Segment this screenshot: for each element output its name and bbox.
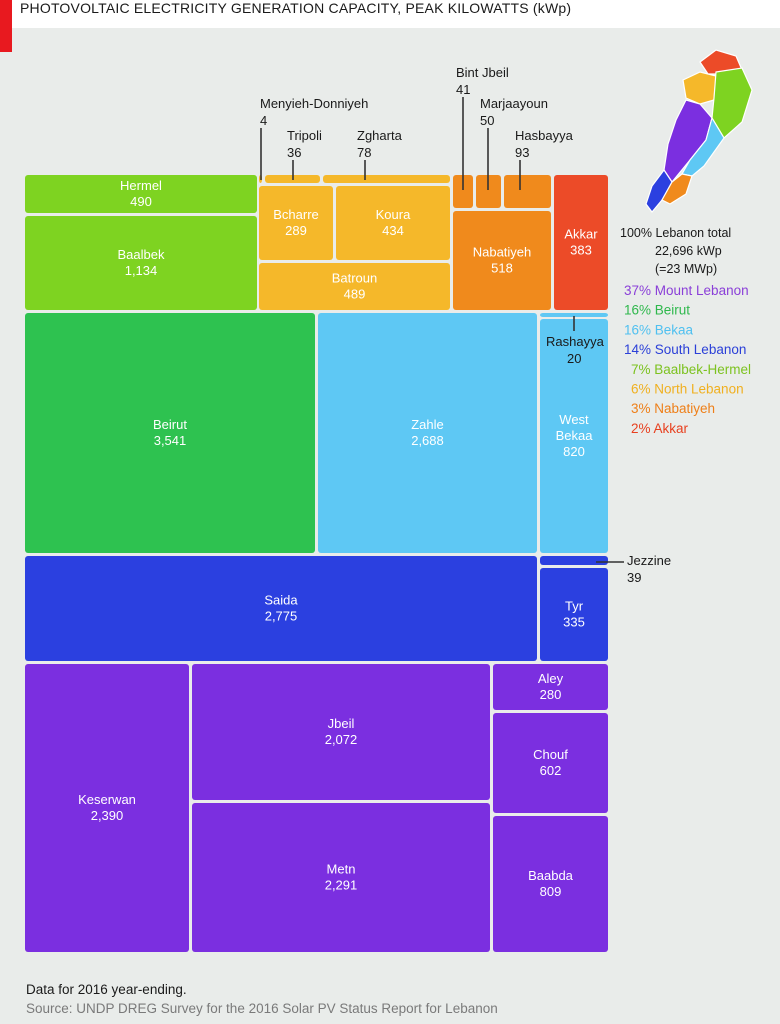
cell-keserwan[interactable] bbox=[25, 664, 189, 952]
cell-value-nabatiyeh: 518 bbox=[491, 261, 513, 276]
cell-name-baalbek: Baalbek bbox=[118, 247, 165, 262]
callout-value-tripoli: 36 bbox=[287, 145, 301, 160]
callout-name-marjaayoun: Marjaayoun bbox=[480, 96, 548, 111]
callout-name-jezzine: Jezzine bbox=[627, 553, 671, 568]
cell-value-metn: 2,291 bbox=[325, 878, 358, 893]
cell-name-keserwan: Keserwan bbox=[78, 792, 136, 807]
cell-beirut[interactable] bbox=[25, 313, 315, 553]
cell-metn[interactable] bbox=[192, 803, 490, 952]
cell-rashayya[interactable] bbox=[540, 313, 608, 317]
cell-west-bekaa[interactable] bbox=[540, 319, 608, 553]
cell-value-baabda: 809 bbox=[540, 884, 562, 899]
legend-item-akkar: 2% Akkar bbox=[631, 421, 689, 436]
cell-tyr[interactable] bbox=[540, 568, 608, 661]
cell-name-metn: Metn bbox=[327, 862, 356, 877]
legend-item-south-lebanon: 14% South Lebanon bbox=[624, 342, 746, 357]
cell-name-west-bekaa: West bbox=[559, 412, 589, 427]
map-region-3 bbox=[711, 67, 753, 139]
cell-name-chouf: Chouf bbox=[533, 747, 568, 762]
cell-value-aley: 280 bbox=[540, 687, 562, 702]
cell-aley[interactable] bbox=[493, 664, 608, 710]
cell-value-beirut: 3,541 bbox=[154, 433, 187, 448]
source-note: Source: UNDP DREG Survey for the 2016 So… bbox=[26, 1001, 498, 1016]
cell-name-jbeil: Jbeil bbox=[328, 716, 355, 731]
cell-hermel[interactable] bbox=[25, 175, 257, 213]
cell-marjaayoun[interactable] bbox=[476, 175, 501, 208]
cell-value-baalbek: 1,134 bbox=[125, 263, 158, 278]
callout-name-zgharta: Zgharta bbox=[357, 128, 403, 143]
cell-koura[interactable] bbox=[336, 186, 450, 260]
callout-name-rashayya: Rashayya bbox=[546, 334, 605, 349]
cell-name-nabatiyeh: Nabatiyeh bbox=[473, 245, 532, 260]
cell-bint-jbeil[interactable] bbox=[453, 175, 473, 208]
callout-name-menyieh-donniyeh: Menyieh-Donniyeh bbox=[260, 96, 368, 111]
cell-zahle[interactable] bbox=[318, 313, 537, 553]
cell-name-baabda: Baabda bbox=[528, 868, 574, 883]
callout-value-rashayya: 20 bbox=[567, 351, 581, 366]
legend-total-label: 100% Lebanon total bbox=[620, 226, 731, 240]
cell-akkar[interactable] bbox=[554, 175, 608, 310]
callout-name-tripoli: Tripoli bbox=[287, 128, 322, 143]
cell-zgharta[interactable] bbox=[323, 175, 450, 183]
title-accent-mark bbox=[0, 0, 12, 52]
chart-title: PHOTOVOLTAIC ELECTRICITY GENERATION CAPA… bbox=[20, 0, 572, 16]
cell-value-jbeil: 2,072 bbox=[325, 732, 358, 747]
cell-name-hermel: Hermel bbox=[120, 178, 162, 193]
cell-name-west-bekaa: Bekaa bbox=[556, 428, 594, 443]
cell-value-tyr: 335 bbox=[563, 615, 585, 630]
cell-name-tyr: Tyr bbox=[565, 599, 584, 614]
title-bar bbox=[0, 0, 780, 28]
cell-saida[interactable] bbox=[25, 556, 537, 661]
legend-item-north-lebanon: 6% North Lebanon bbox=[631, 382, 744, 397]
legend-item-nabatiyeh: 3% Nabatiyeh bbox=[631, 401, 715, 416]
cell-baalbek[interactable] bbox=[25, 216, 257, 310]
legend-item-beirut: 16% Beirut bbox=[624, 303, 690, 318]
cell-value-saida: 2,775 bbox=[265, 609, 298, 624]
cell-batroun[interactable] bbox=[259, 263, 450, 310]
cell-hasbayya[interactable] bbox=[504, 175, 551, 208]
cell-chouf[interactable] bbox=[493, 713, 608, 813]
callout-value-menyieh-donniyeh: 4 bbox=[260, 113, 267, 128]
cell-value-koura: 434 bbox=[382, 223, 404, 238]
callout-name-hasbayya: Hasbayya bbox=[515, 128, 574, 143]
legend-item-mount-lebanon: 37% Mount Lebanon bbox=[624, 283, 749, 298]
cell-bcharre[interactable] bbox=[259, 186, 333, 260]
cell-name-aley: Aley bbox=[538, 671, 564, 686]
cell-value-zahle: 2,688 bbox=[411, 433, 444, 448]
cell-name-saida: Saida bbox=[264, 593, 298, 608]
cell-nabatiyeh[interactable] bbox=[453, 211, 551, 310]
cell-value-keserwan: 2,390 bbox=[91, 808, 124, 823]
cell-name-batroun: Batroun bbox=[332, 271, 378, 286]
callout-value-zgharta: 78 bbox=[357, 145, 371, 160]
callout-value-jezzine: 39 bbox=[627, 570, 641, 585]
lebanon-map-icon bbox=[645, 49, 753, 213]
cell-value-batroun: 489 bbox=[344, 287, 366, 302]
cell-name-zahle: Zahle bbox=[411, 417, 444, 432]
map-region-7 bbox=[661, 173, 693, 205]
cell-jezzine[interactable] bbox=[540, 556, 608, 565]
callout-value-bint-jbeil: 41 bbox=[456, 82, 470, 97]
cell-baabda[interactable] bbox=[493, 816, 608, 952]
map-region-4 bbox=[663, 99, 713, 184]
cell-jbeil[interactable] bbox=[192, 664, 490, 800]
map-region-2 bbox=[682, 71, 717, 105]
cell-name-akkar: Akkar bbox=[564, 227, 598, 242]
cell-value-chouf: 602 bbox=[540, 763, 562, 778]
legend-total-mwp: (=23 MWp) bbox=[655, 262, 717, 276]
callout-value-hasbayya: 93 bbox=[515, 145, 529, 160]
footnote: Data for 2016 year-ending. bbox=[26, 982, 187, 997]
cell-name-koura: Koura bbox=[376, 207, 411, 222]
cell-value-hermel: 490 bbox=[130, 194, 152, 209]
cell-name-bcharre: Bcharre bbox=[273, 207, 319, 222]
callout-name-bint-jbeil: Bint Jbeil bbox=[456, 65, 509, 80]
legend-total-kwp: 22,696 kWp bbox=[655, 244, 722, 258]
cell-name-beirut: Beirut bbox=[153, 417, 187, 432]
callout-value-marjaayoun: 50 bbox=[480, 113, 494, 128]
cell-value-akkar: 383 bbox=[570, 243, 592, 258]
cell-value-west-bekaa: 820 bbox=[563, 444, 585, 459]
legend-item-bekaa: 16% Bekaa bbox=[624, 322, 694, 337]
cell-value-bcharre: 289 bbox=[285, 223, 307, 238]
legend-item-baalbek-hermel: 7% Baalbek-Hermel bbox=[631, 362, 751, 377]
